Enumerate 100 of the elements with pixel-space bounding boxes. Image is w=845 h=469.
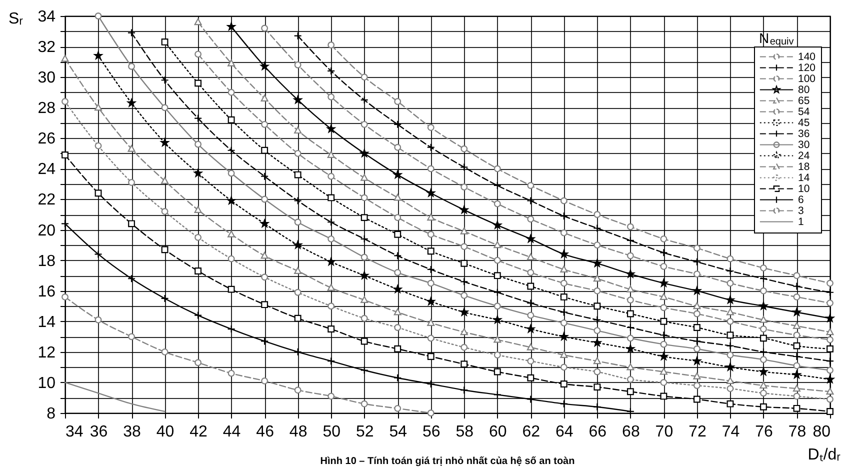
y-tick-label: 34 [38,8,56,26]
point [693,310,700,318]
point [494,241,502,248]
point [527,182,534,189]
y-tick-label: 24 [38,161,56,178]
point [726,362,734,371]
point [128,144,136,152]
point [826,408,834,415]
point [493,316,502,324]
y-tick-label: 26 [38,130,56,148]
x-tick-label: 52 [356,424,374,440]
point [594,242,601,249]
point [294,171,302,178]
x-tick-label: 36 [90,424,108,440]
point [94,12,102,20]
point [494,165,501,172]
point [261,274,268,281]
point [228,59,236,66]
point [726,342,734,350]
point [427,410,434,416]
point [94,316,102,324]
legend-label: 3 [798,204,804,217]
point [460,184,468,190]
point [526,196,535,205]
point [494,368,501,376]
x-tick-label: 56 [422,424,440,440]
point [194,50,202,58]
point [128,333,135,340]
point [760,403,767,410]
legend-label: 24 [798,150,810,162]
point [826,345,834,352]
y-tick-label: 8 [46,406,56,422]
x-tick-label: 38 [123,424,142,440]
x-tick-label: 40 [156,424,174,440]
x-tick-label: 48 [289,424,308,440]
point [394,120,402,128]
point [427,124,434,131]
point [793,293,800,300]
point [394,345,402,352]
point [626,270,635,278]
point [427,353,434,360]
point [826,314,834,322]
point [260,62,269,70]
legend-label: 100 [798,72,816,85]
point [726,352,734,358]
point [228,255,235,262]
point [494,256,501,264]
x-tick-label: 44 [222,424,241,440]
point [227,196,236,204]
point [560,400,568,408]
point [294,288,302,296]
point [426,297,436,306]
point [826,388,834,395]
point [527,282,534,290]
point [726,280,734,287]
point [826,328,834,336]
point [760,356,767,364]
point [692,337,702,346]
x-tick-label: 66 [588,424,607,440]
point [726,400,734,408]
point [426,380,435,388]
point [261,196,268,203]
point [759,367,768,376]
point [160,76,169,84]
point [127,28,136,37]
point [526,324,535,333]
point [328,392,335,400]
point [294,96,302,104]
point [693,244,700,252]
point [360,96,368,104]
point [660,304,668,312]
point [527,269,534,276]
point [626,310,634,318]
x-tick-label: 60 [488,424,507,440]
point [560,250,568,258]
point [792,352,801,361]
point [760,287,767,294]
point [94,51,102,60]
point [360,400,368,408]
point [460,227,468,234]
point [328,302,335,310]
point [826,366,834,374]
point [227,146,236,154]
point [427,230,434,238]
point [128,178,135,186]
point [161,38,168,46]
point [260,337,269,346]
point [261,24,268,32]
point [726,377,734,384]
point [560,364,568,371]
point [294,150,302,157]
point [294,240,302,249]
point [393,284,402,293]
point [693,396,700,403]
y-tick-label: 16 [38,283,56,300]
point [460,163,468,172]
point [427,319,435,326]
point [460,328,468,336]
point [660,262,668,270]
point [328,194,335,202]
